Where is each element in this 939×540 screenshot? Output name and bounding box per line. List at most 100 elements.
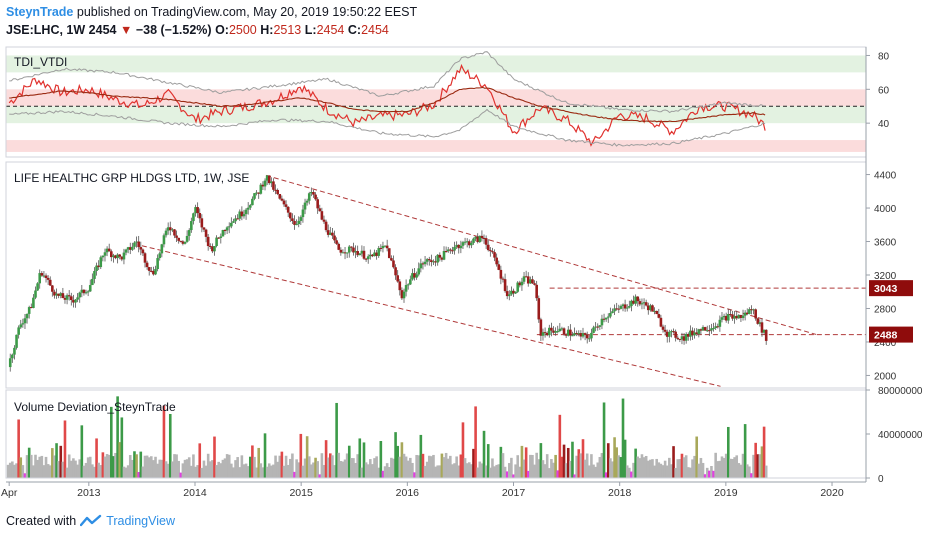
volume-bar-72	[158, 459, 162, 478]
candle-body-193	[415, 274, 418, 278]
candle-body-314	[670, 331, 673, 333]
candle-body-281	[600, 318, 604, 326]
volume-bar-259	[552, 462, 555, 478]
volume-bar-223	[476, 467, 480, 478]
candle-body-207	[444, 251, 448, 253]
price-ytick-label-0: 4400	[874, 171, 897, 182]
candle-body-334	[712, 328, 715, 330]
volume-bar-174	[373, 458, 376, 478]
volume-bar-89	[194, 466, 197, 478]
candle-body-124	[270, 181, 273, 184]
volume-bar-267	[569, 460, 572, 478]
volume-bar-270	[575, 455, 578, 478]
candle-body-17	[44, 275, 48, 278]
candle-body-289	[617, 308, 621, 310]
volume-bar-35	[80, 425, 84, 478]
candle-body-256	[548, 327, 551, 336]
volume-bar-349	[741, 453, 745, 478]
volume-bar-293	[623, 439, 627, 478]
volume-bar-130	[280, 451, 284, 478]
candle-body-233	[499, 269, 503, 279]
volume-bar-92	[200, 467, 204, 478]
candle-body-298	[636, 296, 640, 302]
volume-bar-303	[644, 455, 648, 478]
channel-line-0	[265, 174, 817, 335]
candle-body-242	[518, 282, 522, 286]
volume-bar-105	[227, 454, 231, 478]
candle-body-316	[674, 331, 677, 338]
candle-body-179	[385, 245, 389, 249]
xtick-label-2: 2014	[183, 487, 207, 499]
candle-body-10	[29, 307, 33, 309]
volume-bar-198	[423, 465, 427, 478]
candle-body-129	[280, 198, 284, 201]
candle-body-352	[750, 309, 753, 311]
volume-bar-197	[421, 453, 425, 478]
time-axis[interactable]: Apr 2013 2014 2015 2016 2017 2018 2019 2020	[1, 46, 867, 499]
volume-bar-180	[385, 463, 389, 478]
volume-bar-11	[29, 454, 33, 478]
candle-body-208	[446, 249, 450, 252]
volume-bar-273	[581, 439, 585, 478]
candle-body-153	[331, 232, 334, 236]
volume-bar-286	[609, 458, 612, 478]
volume-bar-264	[562, 444, 566, 478]
publisher-name[interactable]: SteynTrade	[6, 5, 74, 19]
candle-body-138	[299, 217, 303, 221]
candle-body-118	[257, 192, 261, 194]
candle-body-217	[465, 241, 469, 243]
candle-body-190	[409, 279, 412, 285]
volume-bar-99	[215, 465, 218, 478]
volume-bar-233	[497, 464, 501, 478]
volume-bar-132	[284, 455, 288, 478]
volume-bar-261	[556, 470, 560, 478]
volume-bar-142	[305, 436, 309, 478]
volume-bar-139	[299, 433, 303, 478]
volume-bar-252	[537, 459, 541, 478]
candle-body-36	[84, 292, 88, 294]
volume-bar-14	[36, 459, 39, 478]
candle-body-20	[51, 285, 54, 292]
candle-body-15	[40, 273, 44, 276]
candle-body-337	[718, 319, 722, 327]
tradingview-brand[interactable]: TradingView	[106, 514, 175, 528]
candle-body-50	[114, 255, 117, 259]
volume-bar-265	[564, 463, 568, 478]
volume-bar-201	[430, 456, 433, 478]
candle-body-148	[320, 211, 324, 220]
candle-body-65	[145, 262, 149, 268]
volume-bar-229	[489, 467, 492, 478]
volume-bar-38	[86, 457, 90, 478]
candle-body-139	[301, 209, 305, 218]
candle-body-142	[307, 193, 311, 201]
volume-bar-113	[244, 463, 248, 478]
volume-bar-342	[726, 426, 730, 478]
candle-body-2	[13, 347, 16, 355]
candle-body-267	[571, 335, 574, 337]
price-ytick-label-5: 2400	[874, 338, 897, 349]
price-ytick-label-2: 3600	[874, 238, 897, 249]
volume-bar-355	[754, 442, 757, 478]
price-pane[interactable]: 4400 4000 3600 3200 2800 2400 2000 3043 2488	[8, 171, 913, 387]
candle-body-155	[335, 240, 338, 244]
candle-body-88	[194, 207, 197, 214]
candle-body-216	[463, 241, 467, 243]
candle-body-221	[474, 236, 477, 239]
volume-pane[interactable]: 80000000 40000000 0	[6, 386, 923, 485]
volume-bar-49	[110, 406, 113, 478]
tdi-pane[interactable]: 80 60 40	[6, 51, 890, 152]
candle-body-310	[661, 326, 665, 330]
volume-bar-305	[649, 459, 652, 478]
volume-bar-295	[628, 467, 631, 478]
candle-body-96	[211, 246, 214, 252]
candle-body-81	[179, 240, 183, 242]
volume-bar-250	[533, 464, 536, 478]
volume-bar-191	[409, 457, 412, 478]
volume-bar-330	[701, 462, 705, 478]
candle-body-166	[358, 253, 362, 256]
candle-body-328	[699, 329, 703, 331]
candle-body-154	[333, 235, 336, 241]
volume-bar-310	[659, 463, 663, 478]
volume-bar-213	[455, 456, 458, 478]
